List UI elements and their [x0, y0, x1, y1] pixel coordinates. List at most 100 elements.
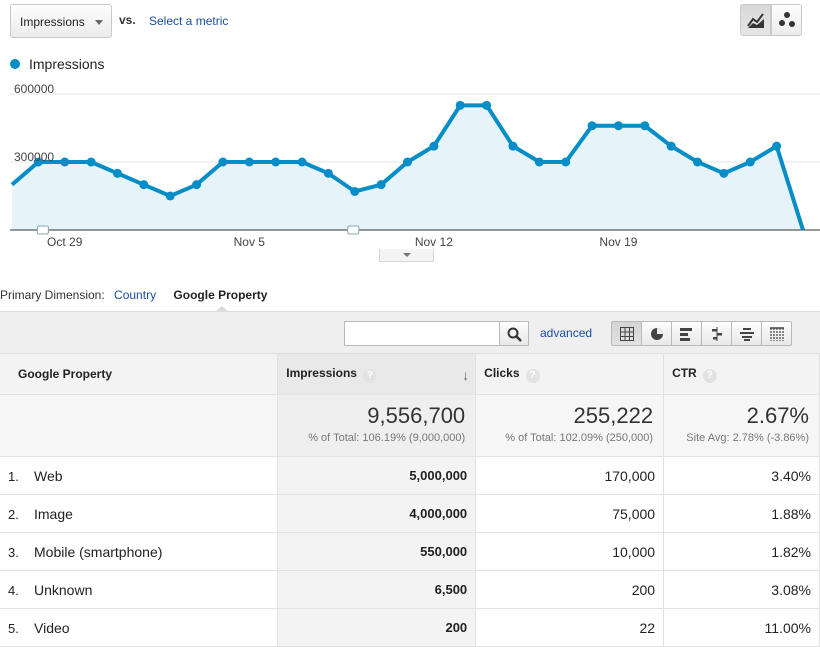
- data-point: [455, 100, 465, 110]
- row-rank: 2.: [8, 506, 19, 522]
- table-search-input[interactable]: [344, 321, 500, 346]
- header-ctr[interactable]: CTR?: [663, 353, 820, 395]
- data-point: [429, 141, 439, 151]
- row-ctr: 1.88%: [663, 494, 820, 533]
- data-point: [33, 157, 43, 167]
- data-point: [139, 180, 149, 190]
- comparison-icon: [712, 327, 722, 341]
- totals-ctr: 2.67% Site Avg: 2.78% (-3.86%): [663, 394, 820, 457]
- data-point: [376, 180, 386, 190]
- view-pie-button[interactable]: [641, 321, 672, 346]
- vs-label: vs.: [119, 13, 136, 27]
- row-property-link[interactable]: Video: [34, 619, 70, 636]
- row-rank: 4.: [8, 582, 19, 598]
- chart-legend: Impressions: [10, 56, 104, 72]
- row-property-link[interactable]: Web: [34, 467, 63, 484]
- dimension-country-link[interactable]: Country: [114, 288, 157, 302]
- chart-expand-toggle[interactable]: [379, 249, 434, 262]
- row-property-link[interactable]: Unknown: [34, 581, 93, 598]
- row-rank: 5.: [8, 620, 19, 636]
- totals-clicks-value: 255,222: [573, 403, 654, 428]
- row-dimension-cell: 4. Unknown: [0, 570, 279, 609]
- data-point: [613, 121, 623, 131]
- row-clicks: 75,000: [475, 494, 665, 533]
- dimension-google-property: Google Property: [173, 288, 268, 302]
- data-point: [482, 100, 492, 110]
- help-icon[interactable]: ?: [525, 368, 540, 383]
- bar-chart-icon: [680, 328, 692, 341]
- table-header-row: Google Property Impressions? ↓ Clicks? C…: [0, 353, 820, 395]
- data-point: [640, 121, 650, 131]
- data-point: [587, 121, 597, 131]
- view-data-table-button[interactable]: [611, 321, 642, 346]
- pivot-icon: [770, 327, 784, 341]
- help-icon[interactable]: ?: [362, 368, 377, 383]
- motion-chart-toggle[interactable]: [771, 4, 802, 36]
- row-clicks: 170,000: [475, 456, 665, 495]
- header-clicks-label: Clicks: [484, 365, 520, 380]
- header-clicks[interactable]: Clicks?: [475, 353, 665, 395]
- totals-clicks: 255,222 % of Total: 102.09% (250,000): [475, 394, 665, 457]
- data-point: [323, 168, 333, 178]
- search-icon: [507, 327, 522, 342]
- y-tick-label: 600000: [14, 82, 54, 96]
- data-point: [165, 191, 175, 201]
- header-impressions-label: Impressions: [286, 365, 357, 380]
- totals-impressions-percent: % of Total: 106.19% (9,000,000): [308, 432, 466, 444]
- data-point: [745, 157, 755, 167]
- x-tick-label: Nov 12: [415, 235, 453, 249]
- row-impressions: 550,000: [277, 532, 477, 571]
- row-impressions: 5,000,000: [277, 456, 477, 495]
- data-point: [534, 157, 544, 167]
- data-point: [350, 186, 360, 196]
- help-icon[interactable]: ?: [702, 368, 717, 383]
- view-performance-button[interactable]: [671, 321, 702, 346]
- row-rank: 1.: [8, 468, 19, 484]
- view-pivot-button[interactable]: [761, 321, 792, 346]
- data-point: [86, 157, 96, 167]
- x-tick-label: Nov 19: [599, 235, 637, 249]
- row-impressions: 200: [277, 608, 477, 647]
- active-dimension-pointer: [215, 306, 229, 312]
- row-dimension-cell: 5. Video: [0, 608, 279, 647]
- header-google-property[interactable]: Google Property: [0, 353, 279, 395]
- row-dimension-cell: 1. Web: [0, 456, 279, 495]
- select-metric-link[interactable]: Select a metric: [149, 14, 229, 28]
- chevron-down-icon: [95, 20, 103, 25]
- row-dimension-cell: 3. Mobile (smartphone): [0, 532, 279, 571]
- advanced-filter-link[interactable]: advanced: [540, 326, 593, 340]
- totals-impressions-value: 9,556,700: [367, 403, 466, 428]
- annotation-icon[interactable]: [347, 225, 360, 235]
- view-term-cloud-button[interactable]: [731, 321, 762, 346]
- data-point: [297, 157, 307, 167]
- totals-impressions: 9,556,700 % of Total: 106.19% (9,000,000…: [277, 394, 477, 457]
- table-row: 2. Image 4,000,000 75,000 1.88%: [0, 494, 820, 533]
- data-point: [271, 157, 281, 167]
- data-point: [112, 168, 122, 178]
- metric-dropdown[interactable]: Impressions: [10, 4, 112, 38]
- table-row: 1. Web 5,000,000 170,000 3.40%: [0, 456, 820, 495]
- table-row: 3. Mobile (smartphone) 550,000 10,000 1.8…: [0, 532, 820, 571]
- search-button[interactable]: [499, 321, 529, 346]
- primary-dimension-label: Primary Dimension:: [0, 288, 105, 302]
- sort-descending-icon: ↓: [462, 367, 470, 383]
- table-toolbar: advanced: [0, 311, 820, 353]
- line-chart-icon: [747, 13, 764, 28]
- metric-dropdown-label: Impressions: [20, 15, 85, 29]
- row-impressions: 6,500: [277, 570, 477, 609]
- row-property-link[interactable]: Mobile (smartphone): [34, 543, 163, 560]
- totals-ctr-value: 2.67%: [746, 403, 809, 428]
- x-tick-label: Oct 29: [47, 235, 83, 249]
- view-comparison-button[interactable]: [701, 321, 732, 346]
- bubble-chart-icon: [779, 12, 795, 27]
- line-chart-toggle[interactable]: [740, 4, 771, 36]
- table-row: 5. Video 200 22 11.00%: [0, 608, 820, 647]
- header-ctr-label: CTR: [672, 365, 697, 380]
- header-impressions[interactable]: Impressions? ↓: [277, 353, 477, 395]
- data-point: [772, 141, 782, 151]
- annotation-icon[interactable]: [36, 225, 49, 235]
- row-property-link[interactable]: Image: [34, 505, 73, 522]
- data-point: [192, 180, 202, 190]
- row-clicks: 22: [475, 608, 665, 647]
- data-point: [60, 157, 70, 167]
